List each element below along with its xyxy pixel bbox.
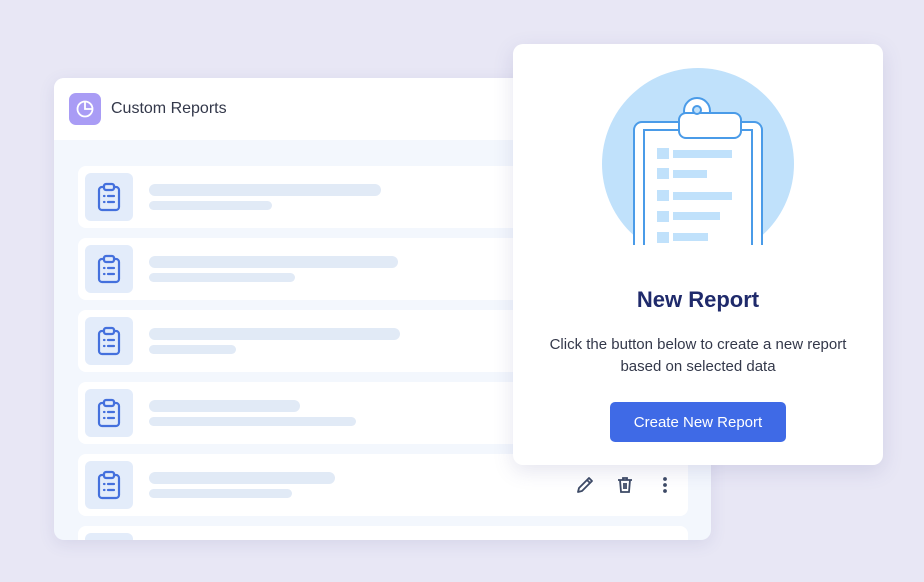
skeleton-line <box>149 201 272 210</box>
clipboard-illustration <box>602 68 794 245</box>
skeleton-line <box>149 489 292 498</box>
clipboard-list-icon <box>85 317 133 365</box>
card-description: Click the button below to create a new r… <box>549 336 847 375</box>
create-new-report-button[interactable]: Create New Report <box>610 402 786 442</box>
clipboard-list-icon <box>85 389 133 437</box>
skeleton-line <box>149 400 300 412</box>
card-title: New Report <box>636 287 760 312</box>
clipboard-list-icon <box>85 173 133 221</box>
new-report-card: New Report Click the button below to cre… <box>513 44 883 465</box>
trash-icon[interactable] <box>613 473 637 497</box>
pie-chart-icon <box>69 93 101 125</box>
skeleton-line <box>149 417 356 426</box>
panel-title: Custom Reports <box>111 100 227 117</box>
more-vertical-icon[interactable] <box>653 473 677 497</box>
clipboard-list-icon <box>85 245 133 293</box>
clipboard-list-icon <box>85 533 133 540</box>
skeleton-line <box>149 345 236 354</box>
skeleton-line <box>149 184 381 196</box>
clipboard-list-icon <box>85 461 133 509</box>
report-list-item[interactable] <box>78 526 688 540</box>
skeleton-line <box>149 472 335 484</box>
skeleton-line <box>149 256 398 268</box>
skeleton-line <box>149 273 295 282</box>
edit-icon[interactable] <box>573 473 597 497</box>
skeleton-line <box>149 328 400 340</box>
